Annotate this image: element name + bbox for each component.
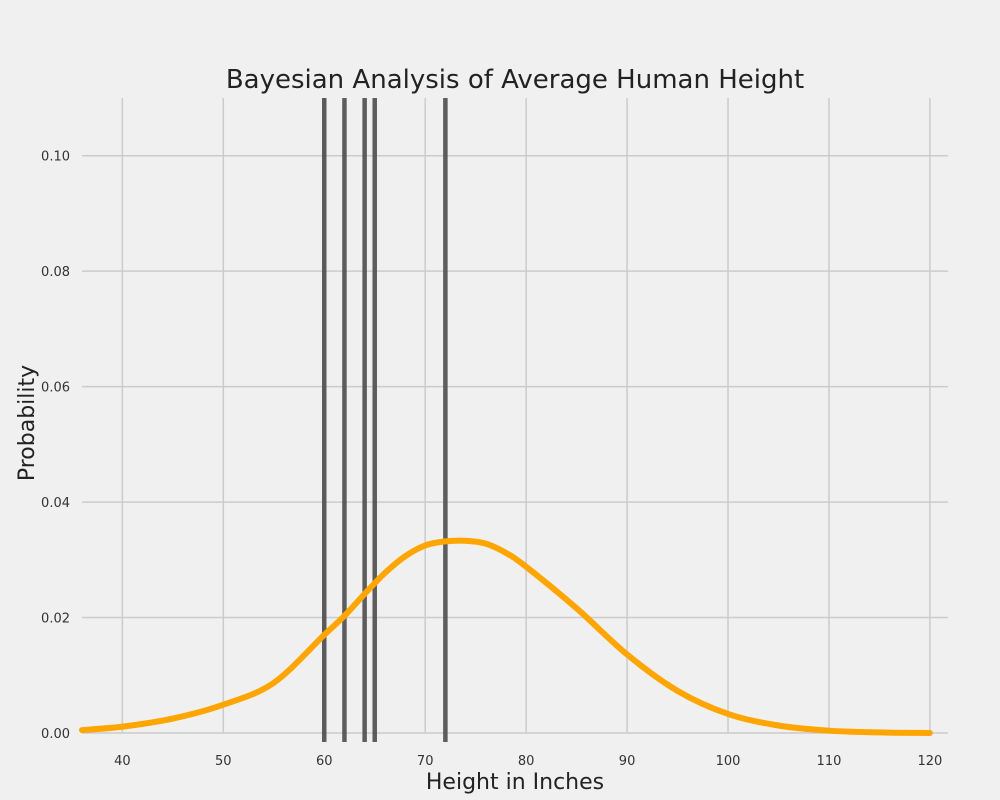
x-tick-label: 100 bbox=[716, 754, 741, 769]
x-axis-label: Height in Inches bbox=[426, 770, 604, 795]
x-tick-label: 110 bbox=[817, 754, 842, 769]
x-tick-label: 80 bbox=[518, 754, 535, 769]
x-tick-label: 90 bbox=[619, 754, 636, 769]
x-tick-label: 40 bbox=[114, 754, 131, 769]
series-layer bbox=[79, 537, 933, 736]
observation-lines bbox=[322, 98, 448, 742]
x-tick-label: 120 bbox=[917, 754, 942, 769]
y-tick-label: 0.06 bbox=[41, 381, 70, 396]
y-tick-label: 0.08 bbox=[41, 265, 70, 280]
y-axis-label: Probability bbox=[15, 365, 40, 481]
x-tick-label: 50 bbox=[215, 754, 232, 769]
y-tick-label: 0.04 bbox=[41, 496, 70, 511]
x-tick-label: 70 bbox=[417, 754, 434, 769]
y-tick-label: 0.10 bbox=[41, 150, 70, 165]
chart-title: Bayesian Analysis of Average Human Heigh… bbox=[226, 65, 804, 95]
y-tick-label: 0.00 bbox=[41, 727, 70, 742]
y-tick-labels: 0.00 0.02 0.04 0.06 0.08 0.10 bbox=[41, 150, 70, 742]
grid-lines bbox=[82, 98, 948, 734]
x-tick-label: 60 bbox=[316, 754, 333, 769]
posterior-curve bbox=[79, 537, 933, 736]
x-tick-labels: 40 50 60 70 80 90 100 110 120 bbox=[114, 754, 942, 769]
y-tick-label: 0.02 bbox=[41, 612, 70, 627]
